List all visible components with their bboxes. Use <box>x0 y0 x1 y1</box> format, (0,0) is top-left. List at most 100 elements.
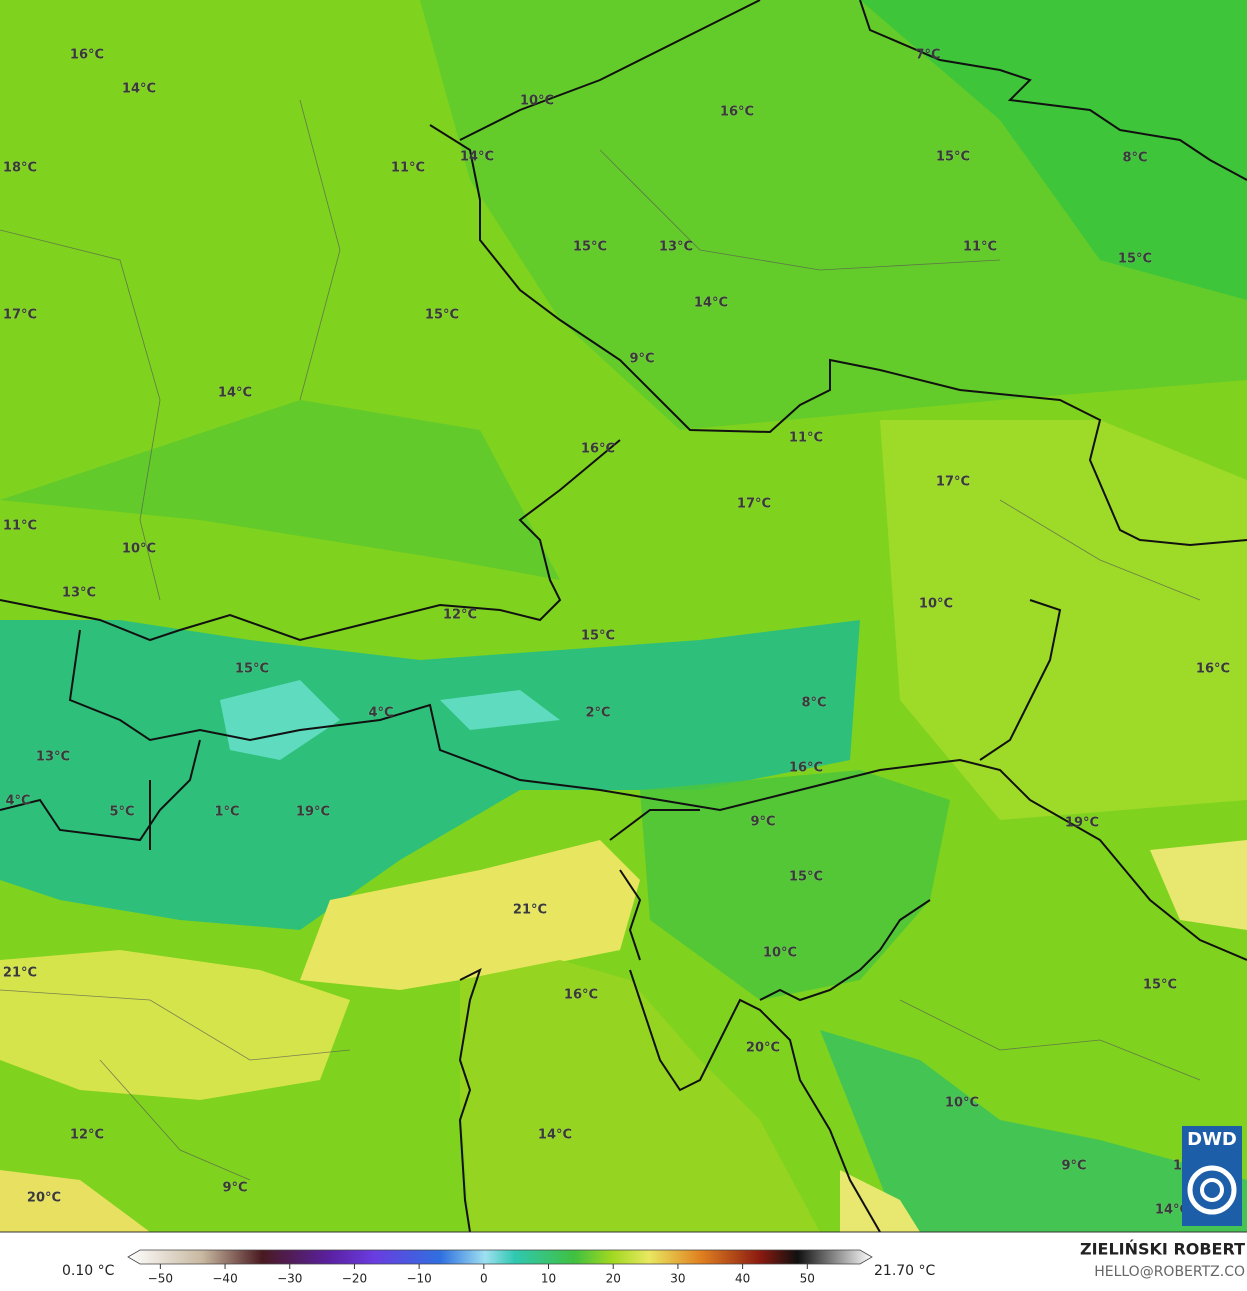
temperature-label: 1°C <box>214 805 239 820</box>
temperature-label: 11°C <box>789 431 823 446</box>
temperature-label: 10°C <box>122 542 156 557</box>
colorbar-tick-label: −30 <box>277 1272 302 1286</box>
temperature-label: 9°C <box>629 352 654 367</box>
southwest-warm <box>0 1170 150 1232</box>
temperature-label: 14°C <box>218 386 252 401</box>
temperature-label: 10°C <box>919 597 953 612</box>
temperature-label: 13°C <box>659 240 693 255</box>
temperature-label: 15°C <box>573 240 607 255</box>
temperature-label: 15°C <box>936 150 970 165</box>
temperature-label: 4°C <box>368 706 393 721</box>
temperature-label: 15°C <box>1118 252 1152 267</box>
temperature-label: 21°C <box>513 903 547 918</box>
warm-patches <box>840 840 1247 1232</box>
temperature-label: 12°C <box>443 608 477 623</box>
country-border <box>0 439 621 642</box>
temperature-label: 7°C <box>915 48 940 63</box>
temperature-label: 4°C <box>5 794 30 809</box>
dinaric-zone <box>820 1030 1247 1232</box>
temperature-label: 11°C <box>391 161 425 176</box>
temperature-label: 15°C <box>581 629 615 644</box>
temperature-labels: 16°C 14°C 7°C 10°C 16°C 18°C 11°C 14°C 15°C 8°C 15… <box>2 47 1230 1218</box>
temperature-label: 10°C <box>945 1096 979 1111</box>
temperature-label: 9°C <box>750 815 775 830</box>
colorbar-ticks: −50 −40 −30 −20 −10 0 10 20 30 40 50 <box>148 1264 815 1286</box>
temperature-label: 15°C <box>789 870 823 885</box>
bavaria-zone <box>0 400 560 580</box>
temperature-label: 17°C <box>3 308 37 323</box>
temperature-label: 13°C <box>36 750 70 765</box>
dwd-logo: DWD <box>1182 1126 1242 1226</box>
temperature-label: 16°C <box>70 48 104 63</box>
northeast-zone <box>860 0 1247 300</box>
colorbar-max: 21.70 °C <box>874 1263 936 1279</box>
temperature-label: 15°C <box>235 662 269 677</box>
temperature-label: 21°C <box>3 966 37 981</box>
temperature-label: 13°C <box>62 586 96 601</box>
temperature-label: 18°C <box>3 161 37 176</box>
map-area <box>0 0 1247 1232</box>
temperature-label: 8°C <box>801 696 826 711</box>
colorbar-tick-label: −50 <box>148 1272 173 1286</box>
temperature-label: 16°C <box>581 442 615 457</box>
country-border <box>0 739 700 961</box>
temperature-label: 14°C <box>1155 1203 1189 1218</box>
temperature-label: 10°C <box>520 94 554 109</box>
colorbar-tick-label: −20 <box>342 1272 367 1286</box>
temperature-label: 5°C <box>109 805 134 820</box>
temperature-label: 16°C <box>720 105 754 120</box>
colorbar-tick-label: 30 <box>670 1272 685 1286</box>
temperature-label: 16°C <box>1196 662 1230 677</box>
credit-contact: HELLO@ROBERTZ.CO <box>1094 1264 1245 1280</box>
temperature-label: 12°C <box>70 1128 104 1143</box>
logo-swirl <box>1187 1165 1237 1215</box>
temperature-label: 17°C <box>936 475 970 490</box>
colorbar-tick-label: 40 <box>735 1272 750 1286</box>
country-border <box>459 0 1247 181</box>
temperature-label: 16°C <box>564 988 598 1003</box>
temperature-label: 14°C <box>694 296 728 311</box>
coastline <box>458 968 881 1232</box>
logo-swirl <box>1200 1178 1224 1202</box>
temperature-label: 16°C <box>789 761 823 776</box>
temperature-label: 20°C <box>746 1041 780 1056</box>
country-border <box>68 629 1247 961</box>
temperature-label: 8°C <box>1122 151 1147 166</box>
temperature-label: 9°C <box>222 1181 247 1196</box>
temperature-label: 17°C <box>737 497 771 512</box>
country-border <box>429 124 1247 547</box>
temperature-label: 2°C <box>585 706 610 721</box>
colorbar-min: 0.10 °C <box>62 1263 115 1279</box>
colorbar <box>127 1249 873 1265</box>
temperature-label: 20°C <box>27 1191 61 1206</box>
temperature-label: 10°C <box>763 946 797 961</box>
temperature-label: 11°C <box>963 240 997 255</box>
west-lowland <box>0 950 350 1100</box>
alps-zone <box>0 620 860 930</box>
east-zone <box>880 420 1247 820</box>
temperature-label: 14°C <box>460 150 494 165</box>
colorbar-tick-label: −10 <box>406 1272 431 1286</box>
colorbar-tick-label: −40 <box>212 1272 237 1286</box>
temperature-label: 19°C <box>296 805 330 820</box>
country-border <box>759 599 1062 1002</box>
colorbar-tick-label: 20 <box>606 1272 621 1286</box>
po-valley <box>300 840 640 990</box>
colorbar-tick-label: 10 <box>541 1272 556 1286</box>
temperature-label: 11°C <box>3 519 37 534</box>
temperature-label: 14°C <box>538 1128 572 1143</box>
temperature-label: 9°C <box>1061 1159 1086 1174</box>
colorbar-tick-label: 0 <box>480 1272 488 1286</box>
alps-peaks <box>220 680 560 760</box>
logo-text: DWD <box>1187 1129 1237 1150</box>
temperature-label: 15°C <box>425 308 459 323</box>
temperature-label: 14°C <box>122 82 156 97</box>
temperature-label: 19°C <box>1065 816 1099 831</box>
colorbar-tick-label: 50 <box>800 1272 815 1286</box>
credit-author: ZIELIŃSKI ROBERT <box>1080 1240 1245 1259</box>
north-zone <box>0 0 1247 430</box>
temperature-label: 15°C <box>1143 978 1177 993</box>
region-borders <box>0 99 1201 1181</box>
